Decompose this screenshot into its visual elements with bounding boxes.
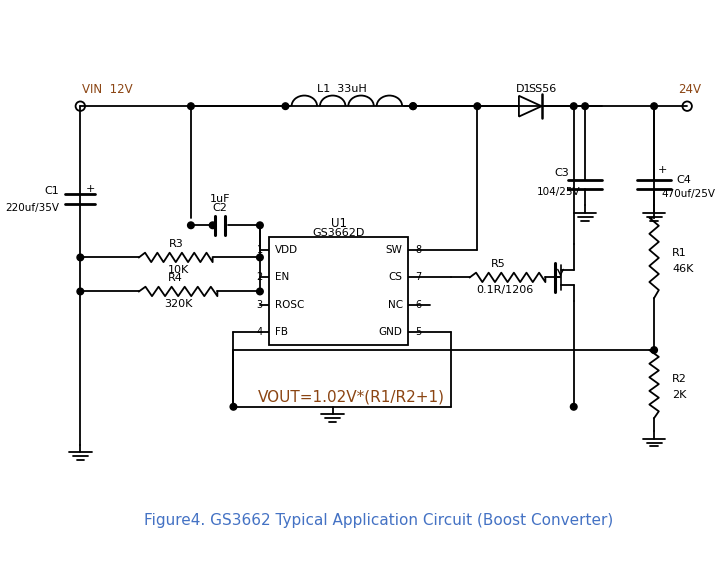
Circle shape [651,347,657,354]
Circle shape [230,403,237,410]
Text: Figure4. GS3662 Typical Application Circuit (Boost Converter): Figure4. GS3662 Typical Application Circ… [144,513,614,528]
Text: EN: EN [275,272,289,283]
Text: 10K: 10K [168,265,189,275]
Text: C2: C2 [213,203,228,213]
Circle shape [77,254,84,261]
Text: L1  33uH: L1 33uH [317,84,367,94]
Text: VDD: VDD [275,245,298,255]
Text: 3: 3 [257,299,263,310]
Circle shape [188,103,194,109]
Text: C4: C4 [677,175,692,185]
Text: R2: R2 [672,374,687,384]
Circle shape [651,103,657,109]
Text: 5: 5 [415,327,422,337]
Text: GS3662D: GS3662D [312,228,365,238]
Text: 320K: 320K [165,299,193,309]
Text: 470uf/25V: 470uf/25V [662,189,716,199]
Text: C3: C3 [554,168,569,178]
Text: 0.1R/1206: 0.1R/1206 [476,285,534,294]
Circle shape [282,103,289,109]
Circle shape [582,103,588,109]
Circle shape [410,103,416,109]
Text: 104/25V: 104/25V [537,187,580,197]
Text: R5: R5 [491,259,505,269]
Circle shape [571,403,577,410]
Text: 8: 8 [415,245,421,255]
Text: NC: NC [387,299,403,310]
Text: SS56: SS56 [529,84,557,94]
Text: 6: 6 [415,299,421,310]
Text: 4: 4 [257,327,263,337]
Text: 7: 7 [415,272,422,283]
Text: 2K: 2K [672,390,687,400]
Text: R4: R4 [168,273,183,283]
Text: VIN  12V: VIN 12V [82,83,132,96]
Circle shape [571,103,577,109]
Circle shape [256,222,264,228]
Circle shape [256,288,264,295]
Text: R3: R3 [168,239,183,249]
Bar [269,237,408,345]
Text: 220uf/35V: 220uf/35V [6,203,60,213]
Circle shape [210,222,216,228]
Circle shape [77,288,84,295]
Circle shape [474,103,480,109]
Text: ROSC: ROSC [275,299,304,310]
Text: +: + [86,184,95,195]
Text: +: + [658,165,668,175]
Text: 46K: 46K [672,265,694,274]
Text: C1: C1 [44,186,60,196]
Text: U1: U1 [331,217,347,230]
Text: SW: SW [386,245,403,255]
Text: 1: 1 [257,245,263,255]
Circle shape [256,254,264,261]
Text: VOUT=1.02V*(R1/R2+1): VOUT=1.02V*(R1/R2+1) [258,390,445,405]
Text: FB: FB [275,327,288,337]
Text: GND: GND [379,327,403,337]
Text: 24V: 24V [678,83,701,96]
Text: 2: 2 [256,272,263,283]
Text: D1: D1 [516,84,531,94]
Text: 1uF: 1uF [210,194,231,204]
Text: CS: CS [389,272,403,283]
Circle shape [410,103,416,109]
Text: R1: R1 [672,248,687,258]
Circle shape [188,222,194,228]
